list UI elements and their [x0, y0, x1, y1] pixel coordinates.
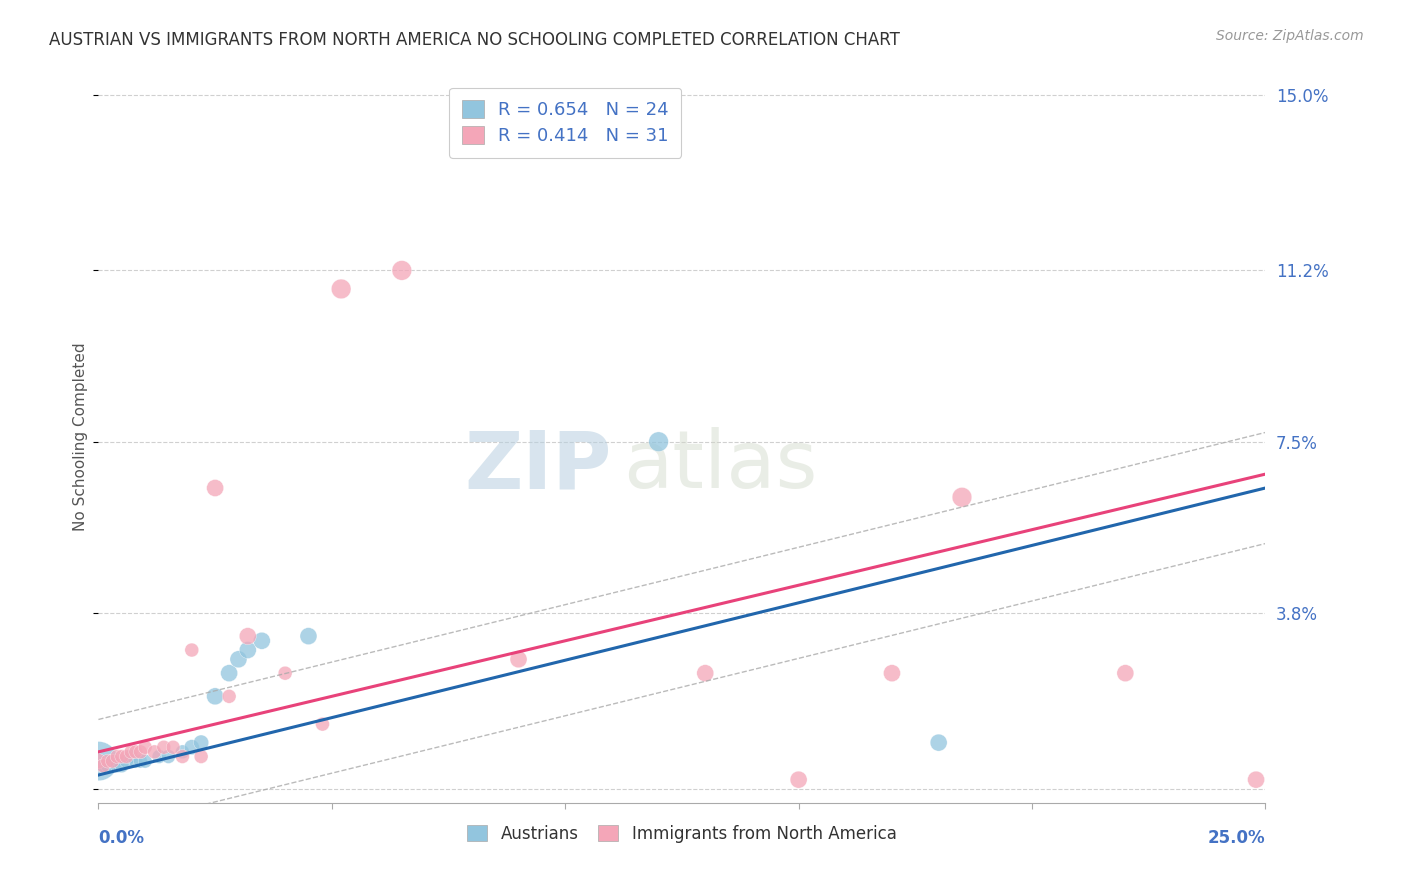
- Point: [105, 749, 128, 764]
- Y-axis label: No Schooling Completed: No Schooling Completed: [73, 343, 87, 532]
- Point: [87, 754, 110, 768]
- Point: [180, 643, 202, 657]
- Point: [204, 481, 226, 495]
- Point: [162, 740, 184, 755]
- Point: [129, 745, 152, 759]
- Point: [157, 749, 180, 764]
- Point: [129, 754, 152, 768]
- Point: [134, 740, 156, 755]
- Point: [87, 754, 110, 768]
- Point: [148, 749, 170, 764]
- Point: [172, 745, 194, 759]
- Point: [125, 754, 148, 768]
- Point: [236, 629, 259, 643]
- Point: [91, 758, 114, 772]
- Point: [143, 745, 166, 759]
- Point: [190, 749, 212, 764]
- Point: [91, 758, 114, 772]
- Point: [115, 749, 138, 764]
- Point: [297, 629, 319, 643]
- Point: [97, 754, 120, 768]
- Point: [125, 745, 148, 759]
- Point: [180, 740, 202, 755]
- Point: [508, 652, 530, 666]
- Point: [190, 736, 212, 750]
- Point: [1244, 772, 1267, 787]
- Text: 0.0%: 0.0%: [98, 829, 145, 847]
- Point: [218, 690, 240, 704]
- Point: [111, 758, 134, 772]
- Point: [787, 772, 810, 787]
- Text: ZIP: ZIP: [464, 427, 612, 506]
- Point: [172, 749, 194, 764]
- Point: [695, 666, 717, 681]
- Point: [101, 754, 124, 768]
- Point: [134, 754, 156, 768]
- Legend: Austrians, Immigrants from North America: Austrians, Immigrants from North America: [461, 818, 903, 849]
- Point: [311, 717, 333, 731]
- Point: [111, 749, 134, 764]
- Point: [152, 740, 174, 755]
- Point: [391, 263, 413, 277]
- Point: [105, 758, 128, 772]
- Point: [1114, 666, 1136, 681]
- Point: [120, 749, 142, 764]
- Point: [228, 652, 250, 666]
- Text: Source: ZipAtlas.com: Source: ZipAtlas.com: [1216, 29, 1364, 43]
- Point: [218, 666, 240, 681]
- Point: [928, 736, 950, 750]
- Point: [236, 643, 259, 657]
- Point: [204, 690, 226, 704]
- Point: [101, 754, 124, 768]
- Text: AUSTRIAN VS IMMIGRANTS FROM NORTH AMERICA NO SCHOOLING COMPLETED CORRELATION CHA: AUSTRIAN VS IMMIGRANTS FROM NORTH AMERIC…: [49, 31, 900, 49]
- Point: [880, 666, 903, 681]
- Point: [950, 490, 973, 504]
- Point: [120, 745, 142, 759]
- Point: [250, 633, 273, 648]
- Text: 25.0%: 25.0%: [1208, 829, 1265, 847]
- Text: atlas: atlas: [624, 427, 818, 506]
- Point: [274, 666, 297, 681]
- Point: [97, 758, 120, 772]
- Point: [647, 434, 669, 449]
- Point: [115, 754, 138, 768]
- Point: [330, 282, 353, 296]
